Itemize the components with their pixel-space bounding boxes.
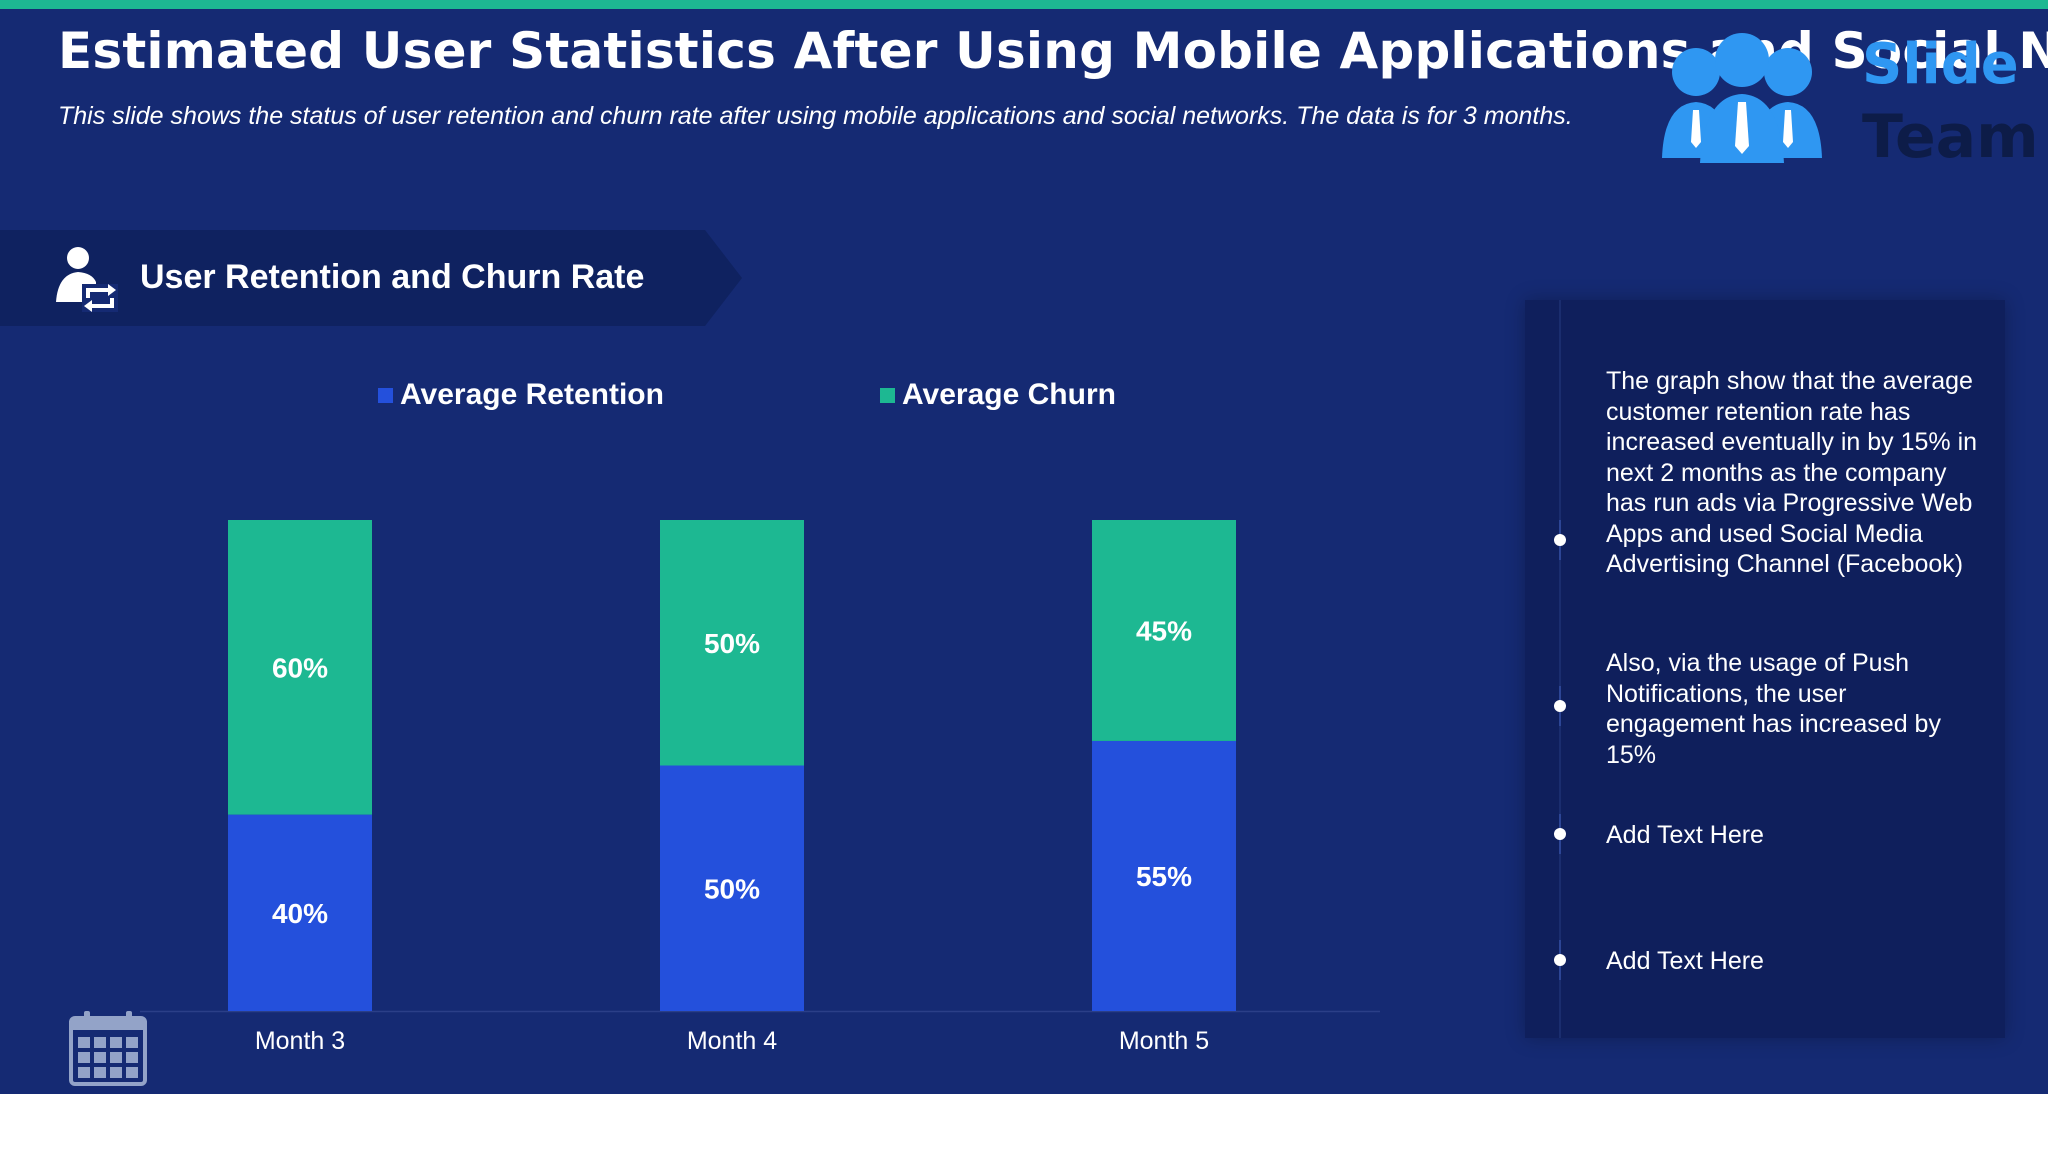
people-logo-icon xyxy=(1662,33,1822,163)
note-text: Add Text Here xyxy=(1606,947,1764,975)
data-label-retention: 50% xyxy=(704,873,760,904)
note-bullet xyxy=(1554,700,1566,712)
notes-panel: The graph show that the average customer… xyxy=(1525,300,2005,1038)
bar-churn xyxy=(228,520,372,815)
data-label-churn: 60% xyxy=(272,652,328,683)
bar-churn xyxy=(1092,520,1236,741)
legend-label-retention: Average Retention xyxy=(400,378,664,411)
data-label-churn: 50% xyxy=(704,628,760,659)
user-refresh-icon xyxy=(56,247,118,312)
bar-retention xyxy=(660,765,804,1011)
note-text: Add Text Here xyxy=(1606,821,1764,849)
section-title: User Retention and Churn Rate xyxy=(140,258,645,296)
page-subtitle: This slide shows the status of user rete… xyxy=(58,102,1573,130)
note-bullet xyxy=(1554,954,1566,966)
section-header-banner xyxy=(0,230,742,326)
logo-word-team: Team xyxy=(1862,102,2039,172)
brand-logo: Slide Team xyxy=(1660,18,2039,172)
legend-label-churn: Average Churn xyxy=(902,378,1116,411)
bar-retention xyxy=(228,814,372,1011)
x-tick-label: Month 3 xyxy=(255,1027,345,1055)
chart-area: Average Retention Average Churn 40% 60% Mo… xyxy=(0,340,1420,1094)
calendar-icon xyxy=(69,1011,147,1086)
legend-item-churn: Average Churn xyxy=(880,378,1116,412)
note-text: Also, via the usage of Push Notification… xyxy=(1606,649,1941,769)
logo-word-slide: Slide xyxy=(1862,32,2019,97)
notes-timeline xyxy=(1559,300,1561,1038)
top-accent-bar xyxy=(0,0,2048,9)
note-text: The graph show that the average customer… xyxy=(1606,367,1978,578)
legend-item-retention: Average Retention xyxy=(378,378,664,412)
bar-retention xyxy=(1092,740,1236,1011)
x-tick-label: Month 5 xyxy=(1119,1027,1209,1055)
legend-swatch-churn xyxy=(880,387,895,403)
legend-swatch-retention xyxy=(378,387,393,403)
data-label-churn: 45% xyxy=(1136,615,1192,646)
note-bullet xyxy=(1554,534,1566,546)
slide: Estimated User Statistics After Using Mo… xyxy=(0,0,2048,1094)
stacked-bar-chart: 40% 60% Month 3 50% 50% Month 4 55% 45% Month 5 xyxy=(140,520,1380,1055)
data-label-retention: 55% xyxy=(1136,861,1192,892)
x-tick-label: Month 4 xyxy=(687,1027,777,1055)
note-bullet xyxy=(1554,828,1566,840)
data-label-retention: 40% xyxy=(272,898,328,929)
bar-churn xyxy=(660,520,804,766)
section-header: User Retention and Churn Rate xyxy=(0,230,745,326)
